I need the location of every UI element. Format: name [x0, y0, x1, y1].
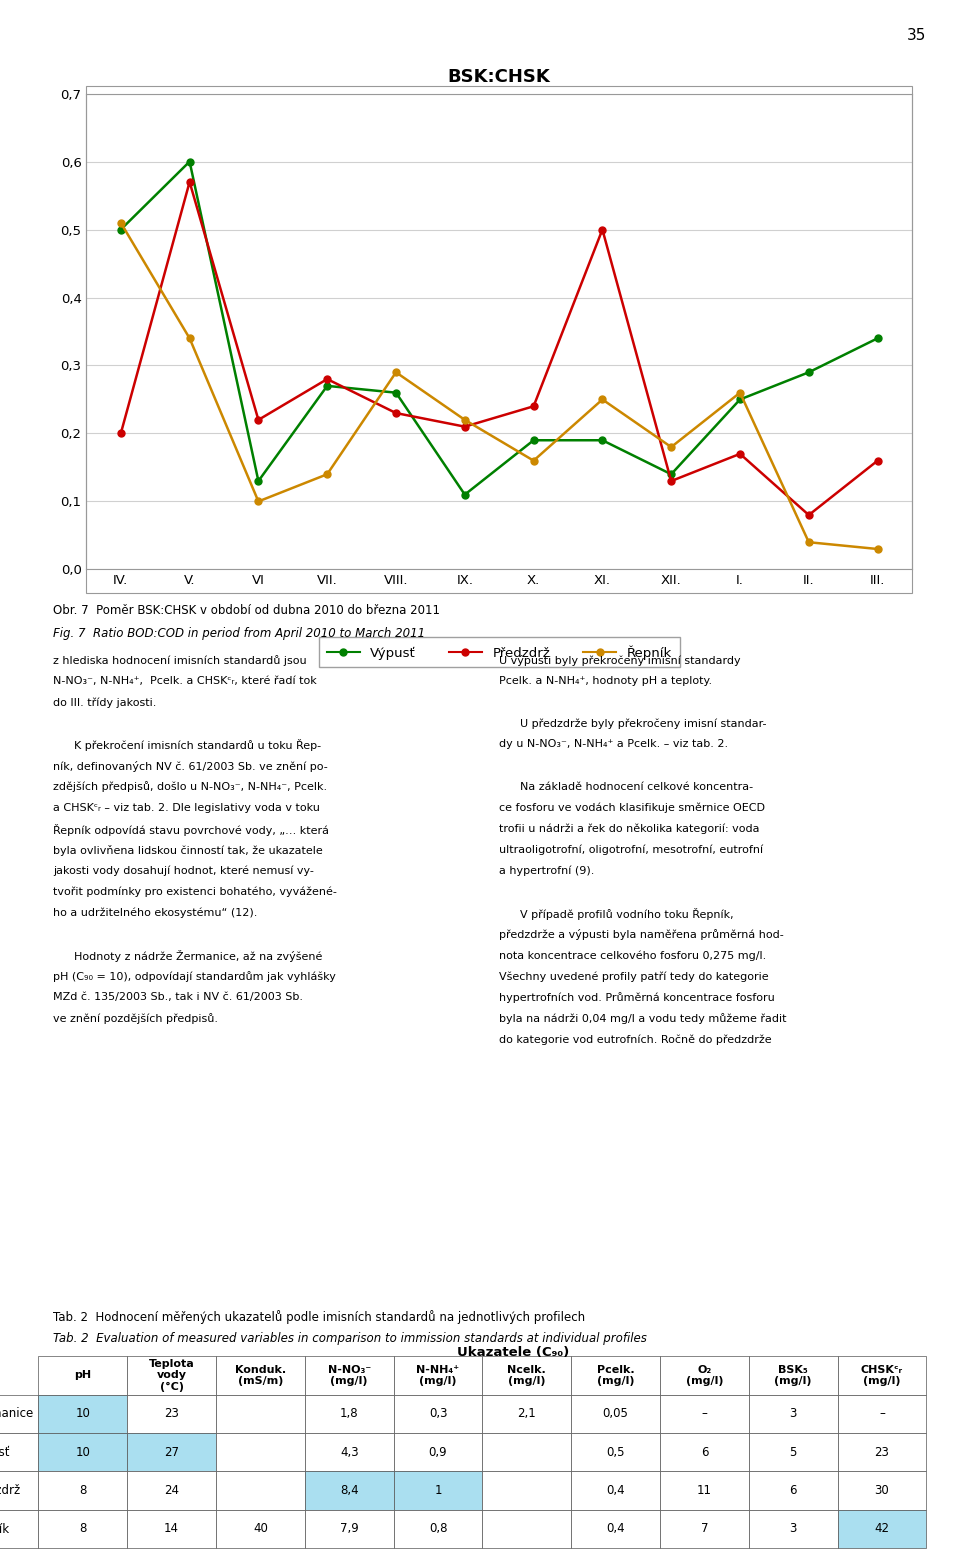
Title: BSK:CHSK: BSK:CHSK	[447, 69, 551, 86]
Text: zdějších předpisů, došlo u N-NO₃⁻, N-NH₄⁻, Pcelk.: zdějších předpisů, došlo u N-NO₃⁻, N-NH₄…	[53, 782, 327, 792]
Text: U výpusti byly překročeny imisní standardy: U výpusti byly překročeny imisní standar…	[499, 655, 741, 666]
Text: z hlediska hodnocení imisních standardů jsou: z hlediska hodnocení imisních standardů …	[53, 655, 306, 666]
Text: Ukazatele (C₉₀): Ukazatele (C₉₀)	[458, 1346, 569, 1359]
Text: trofii u nádrži a řek do několika kategorií: voda: trofii u nádrži a řek do několika katego…	[499, 824, 759, 835]
Text: hypertrofních vod. Průměrná koncentrace fosforu: hypertrofních vod. Průměrná koncentrace …	[499, 992, 775, 1003]
Text: nota koncentrace celkového fosforu 0,275 mg/l.: nota koncentrace celkového fosforu 0,275…	[499, 950, 766, 961]
Text: U předzdrže byly překročeny imisní standar-: U předzdrže byly překročeny imisní stand…	[499, 718, 767, 729]
Text: ultraoligotrofní, oligotrofní, mesotrofní, eutrofní: ultraoligotrofní, oligotrofní, mesotrofn…	[499, 846, 763, 855]
Text: byla ovlivňena lidskou činností tak, že ukazatele: byla ovlivňena lidskou činností tak, že …	[53, 846, 323, 856]
Text: Fig. 7  Ratio BOD:COD in period from April 2010 to March 2011: Fig. 7 Ratio BOD:COD in period from Apri…	[53, 627, 425, 640]
Text: byla na nádrži 0,04 mg/l a vodu tedy můžeme řadit: byla na nádrži 0,04 mg/l a vodu tedy můž…	[499, 1014, 786, 1023]
Text: tvořit podmínky pro existenci bohatého, vyvážené-: tvořit podmínky pro existenci bohatého, …	[53, 886, 337, 897]
Text: MZd č. 135/2003 Sb., tak i NV č. 61/2003 Sb.: MZd č. 135/2003 Sb., tak i NV č. 61/2003…	[53, 992, 302, 1002]
Text: Na základě hodnocení celkové koncentra-: Na základě hodnocení celkové koncentra-	[499, 782, 754, 791]
Text: ce fosforu ve vodách klasifikuje směrnice OECD: ce fosforu ve vodách klasifikuje směrnic…	[499, 803, 765, 813]
Text: ník, definovaných NV č. 61/2003 Sb. ve znění po-: ník, definovaných NV č. 61/2003 Sb. ve z…	[53, 761, 327, 772]
Text: Obr. 7  Poměr BSK:CHSK v období od dubna 2010 do března 2011: Obr. 7 Poměr BSK:CHSK v období od dubna …	[53, 604, 440, 616]
Text: N-NO₃⁻, N-NH₄⁺,  Pcelk. a CHSKᶜᵣ, které řadí tok: N-NO₃⁻, N-NH₄⁺, Pcelk. a CHSKᶜᵣ, které ř…	[53, 677, 317, 686]
Text: Pcelk. a N-NH₄⁺, hodnoty pH a teploty.: Pcelk. a N-NH₄⁺, hodnoty pH a teploty.	[499, 677, 712, 686]
Text: K překročení imisních standardů u toku Řep-: K překročení imisních standardů u toku Ř…	[53, 739, 321, 752]
Text: 35: 35	[907, 28, 926, 44]
Legend: Výpusť, Předzdrž, Řepník: Výpusť, Předzdrž, Řepník	[319, 636, 680, 668]
Text: předzdrže a výpusti byla naměřena průměrná hod-: předzdrže a výpusti byla naměřena průměr…	[499, 930, 784, 941]
Text: jakosti vody dosahují hodnot, které nemusí vy-: jakosti vody dosahují hodnot, které nemu…	[53, 866, 314, 877]
Text: Řepník odpovídá stavu povrchové vody, „… která: Řepník odpovídá stavu povrchové vody, „……	[53, 824, 328, 836]
Text: a CHSKᶜᵣ – viz tab. 2. Dle legislativy voda v toku: a CHSKᶜᵣ – viz tab. 2. Dle legislativy v…	[53, 803, 320, 813]
Text: V případě profilů vodního toku Řepník,: V případě profilů vodního toku Řepník,	[499, 908, 733, 920]
Text: do III. třídy jakosti.: do III. třídy jakosti.	[53, 697, 156, 708]
Text: ve znění pozdějších předpisů.: ve znění pozdějších předpisů.	[53, 1014, 218, 1023]
Text: Všechny uvedené profily patří tedy do kategorie: Všechny uvedené profily patří tedy do ka…	[499, 970, 769, 981]
Text: Tab. 2  Evaluation of measured variables in comparison to immission standards at: Tab. 2 Evaluation of measured variables …	[53, 1332, 647, 1345]
Text: Hodnoty z nádrže Žermanice, až na zvýšené: Hodnoty z nádrže Žermanice, až na zvýšen…	[53, 950, 323, 963]
Text: a hypertrofní (9).: a hypertrofní (9).	[499, 866, 594, 877]
Text: Tab. 2  Hodnocení měřených ukazatelů podle imisních standardů na jednotlivých pr: Tab. 2 Hodnocení měřených ukazatelů podl…	[53, 1310, 585, 1324]
Text: ho a udržitelného ekosystému“ (12).: ho a udržitelného ekosystému“ (12).	[53, 908, 257, 919]
Text: pH (C₉₀ = 10), odpovídají standardům jak vyhlášky: pH (C₉₀ = 10), odpovídají standardům jak…	[53, 970, 336, 981]
Text: do kategorie vod eutrofních. Ročně do předzdrže: do kategorie vod eutrofních. Ročně do př…	[499, 1034, 772, 1045]
Text: dy u N-NO₃⁻, N-NH₄⁺ a Pcelk. – viz tab. 2.: dy u N-NO₃⁻, N-NH₄⁺ a Pcelk. – viz tab. …	[499, 739, 729, 749]
